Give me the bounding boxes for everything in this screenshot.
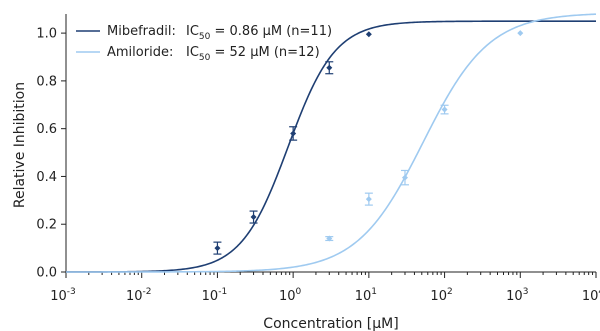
data-point-mibefradil: [290, 130, 297, 137]
legend-stat-amiloride: IC50 = 52 µM (n=12): [186, 45, 320, 63]
y-tick-label: 1.0: [36, 27, 57, 42]
legend: Mibefradil: IC50 = 0.86 µM (n=11) Amilorid…: [76, 24, 332, 63]
x-tick-label: 10-1: [202, 287, 228, 304]
data-point-amiloride: [517, 30, 524, 37]
data-point-mibefradil: [365, 31, 372, 38]
y-axis-title: Relative Inhibition: [12, 82, 28, 208]
x-tick-label: 10-2: [126, 287, 152, 304]
axes: 0.0 0.2 0.4 0.6 0.8 1.0 10-3 10-2 10-1 100 101 102 1…: [36, 14, 600, 304]
x-tick-label: 102: [430, 287, 452, 304]
data-point-amiloride: [365, 196, 372, 203]
fit-curves: [65, 13, 597, 273]
y-tick-label: 0.0: [36, 266, 57, 281]
data-point-mibefradil: [250, 214, 257, 221]
legend-stat-mibefradil: IC50 = 0.86 µM (n=11): [186, 24, 332, 42]
x-axis-title: Concentration [µM]: [263, 316, 398, 331]
data-point-amiloride: [441, 106, 448, 113]
data-point-amiloride: [401, 174, 408, 181]
y-tick-label: 0.6: [36, 122, 57, 137]
x-tick-label: 104: [582, 287, 600, 304]
legend-label-mibefradil: Mibefradil:: [107, 24, 176, 39]
y-tick-label: 0.8: [36, 74, 57, 89]
data-point-mibefradil: [214, 245, 221, 252]
y-tick-label: 0.4: [36, 170, 57, 185]
data-point-mibefradil: [326, 64, 333, 71]
fit-curve-amiloride: [65, 13, 597, 273]
data-point-amiloride: [326, 235, 333, 242]
legend-label-amiloride: Amiloride:: [107, 45, 173, 60]
data-points: [213, 30, 524, 255]
y-tick-label: 0.2: [36, 218, 57, 233]
x-tick-label: 10-3: [50, 287, 76, 304]
x-tick-label: 101: [355, 287, 377, 304]
x-tick-label: 100: [279, 287, 302, 304]
x-tick-label: 103: [506, 287, 528, 304]
